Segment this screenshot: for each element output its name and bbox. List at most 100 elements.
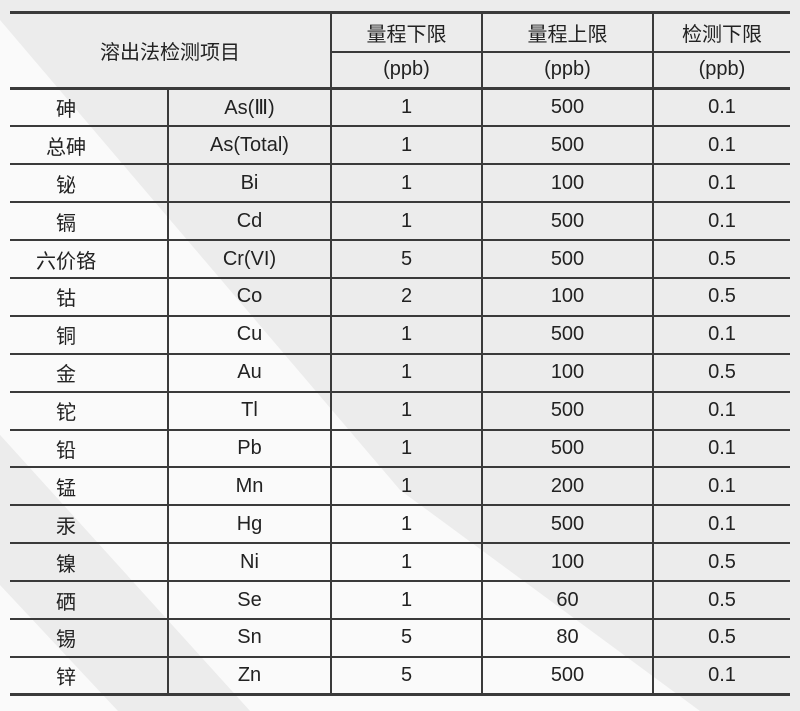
cell-detection-low: 0.1 [653, 429, 790, 469]
table-row: 镍 Ni 1 100 0.5 [10, 543, 790, 583]
cell-name-cn: 锌 [10, 656, 169, 697]
table-row: 硒 Se 1 60 0.5 [10, 581, 790, 620]
cell-detection-low: 0.1 [653, 656, 790, 697]
table-row: 锡 Sn 5 80 0.5 [10, 618, 790, 658]
cell-symbol: As(Ⅲ) [168, 88, 332, 128]
cell-symbol: Bi [168, 164, 332, 204]
cell-symbol: Co [168, 277, 332, 317]
cell-detection-low: 0.5 [653, 353, 790, 393]
cell-name-cn: 硒 [10, 581, 169, 620]
cell-range-high: 500 [482, 202, 654, 242]
cell-name-cn: 铋 [10, 164, 169, 204]
detection-limits-table: 溶出法检测项目 量程下限 量程上限 检测下限 (ppb) (ppb) (ppb)… [10, 11, 790, 697]
cell-name-cn: 总砷 [10, 126, 169, 166]
cell-range-high: 200 [482, 467, 654, 507]
table-row: 锌 Zn 5 500 0.1 [10, 656, 790, 697]
cell-symbol: Pb [168, 429, 332, 469]
cell-name-cn: 镉 [10, 202, 169, 242]
cell-range-high: 500 [482, 88, 654, 128]
cell-range-low: 1 [331, 467, 483, 507]
table-body: 砷 As(Ⅲ) 1 500 0.1 总砷 As(Total) 1 500 0.1 铋 Bi 1 100 0.… [10, 88, 790, 697]
cell-symbol: Hg [168, 505, 332, 545]
table-row: 铊 Tl 1 500 0.1 [10, 391, 790, 431]
cell-detection-low: 0.5 [653, 277, 790, 317]
header-range-low-label: 量程下限 [331, 11, 483, 53]
cell-symbol: Mn [168, 467, 332, 507]
cell-symbol: Tl [168, 391, 332, 431]
table-row: 金 Au 1 100 0.5 [10, 353, 790, 393]
table-row: 铅 Pb 1 500 0.1 [10, 429, 790, 469]
cell-name-cn: 砷 [10, 88, 169, 128]
table-row: 六价铬 Cr(VI) 5 500 0.5 [10, 240, 790, 279]
cell-detection-low: 0.1 [653, 315, 790, 355]
cell-detection-low: 0.1 [653, 126, 790, 166]
cell-detection-low: 0.5 [653, 240, 790, 279]
cell-detection-low: 0.1 [653, 505, 790, 545]
cell-symbol: Cd [168, 202, 332, 242]
table-row: 砷 As(Ⅲ) 1 500 0.1 [10, 88, 790, 128]
cell-range-low: 5 [331, 656, 483, 697]
cell-symbol: Zn [168, 656, 332, 697]
cell-name-cn: 铜 [10, 315, 169, 355]
cell-symbol: Cr(VI) [168, 240, 332, 279]
header-item-label: 溶出法检测项目 [10, 11, 332, 90]
cell-range-low: 5 [331, 618, 483, 658]
cell-name-cn: 六价铬 [10, 240, 169, 279]
cell-name-cn: 铊 [10, 391, 169, 431]
cell-name-cn: 镍 [10, 543, 169, 583]
cell-symbol: Ni [168, 543, 332, 583]
table-row: 镉 Cd 1 500 0.1 [10, 202, 790, 242]
header-range-high-label: 量程上限 [482, 11, 654, 53]
table-row: 总砷 As(Total) 1 500 0.1 [10, 126, 790, 166]
cell-range-high: 100 [482, 277, 654, 317]
cell-detection-low: 0.1 [653, 88, 790, 128]
cell-range-low: 1 [331, 126, 483, 166]
header-detection-low-label: 检测下限 [653, 11, 790, 53]
cell-range-high: 500 [482, 505, 654, 545]
cell-detection-low: 0.1 [653, 391, 790, 431]
cell-range-low: 1 [331, 353, 483, 393]
table-row: 铋 Bi 1 100 0.1 [10, 164, 790, 204]
cell-range-low: 1 [331, 164, 483, 204]
cell-symbol: As(Total) [168, 126, 332, 166]
cell-detection-low: 0.5 [653, 581, 790, 620]
cell-range-low: 1 [331, 505, 483, 545]
header-range-low-unit: (ppb) [331, 51, 483, 90]
cell-range-high: 100 [482, 543, 654, 583]
cell-range-high: 80 [482, 618, 654, 658]
cell-range-high: 500 [482, 656, 654, 697]
cell-range-low: 2 [331, 277, 483, 317]
cell-name-cn: 钴 [10, 277, 169, 317]
table-row: 汞 Hg 1 500 0.1 [10, 505, 790, 545]
cell-range-low: 1 [331, 315, 483, 355]
cell-detection-low: 0.1 [653, 202, 790, 242]
cell-name-cn: 铅 [10, 429, 169, 469]
cell-range-high: 60 [482, 581, 654, 620]
cell-detection-low: 0.1 [653, 164, 790, 204]
cell-range-high: 500 [482, 315, 654, 355]
cell-range-high: 500 [482, 429, 654, 469]
table-row: 锰 Mn 1 200 0.1 [10, 467, 790, 507]
cell-symbol: Sn [168, 618, 332, 658]
cell-range-high: 500 [482, 126, 654, 166]
cell-range-low: 1 [331, 429, 483, 469]
header-row-labels: 溶出法检测项目 量程下限 量程上限 检测下限 [10, 11, 790, 90]
table-header: 溶出法检测项目 量程下限 量程上限 检测下限 (ppb) (ppb) (ppb) [10, 11, 790, 90]
cell-detection-low: 0.1 [653, 467, 790, 507]
table-row: 钴 Co 2 100 0.5 [10, 277, 790, 317]
cell-range-low: 1 [331, 88, 483, 128]
cell-name-cn: 汞 [10, 505, 169, 545]
cell-name-cn: 锡 [10, 618, 169, 658]
cell-range-low: 1 [331, 581, 483, 620]
cell-range-high: 500 [482, 391, 654, 431]
table-row: 铜 Cu 1 500 0.1 [10, 315, 790, 355]
cell-detection-low: 0.5 [653, 618, 790, 658]
cell-name-cn: 金 [10, 353, 169, 393]
cell-range-high: 100 [482, 164, 654, 204]
cell-symbol: Se [168, 581, 332, 620]
cell-range-low: 1 [331, 543, 483, 583]
header-range-high-unit: (ppb) [482, 51, 654, 90]
cell-detection-low: 0.5 [653, 543, 790, 583]
cell-range-low: 5 [331, 240, 483, 279]
